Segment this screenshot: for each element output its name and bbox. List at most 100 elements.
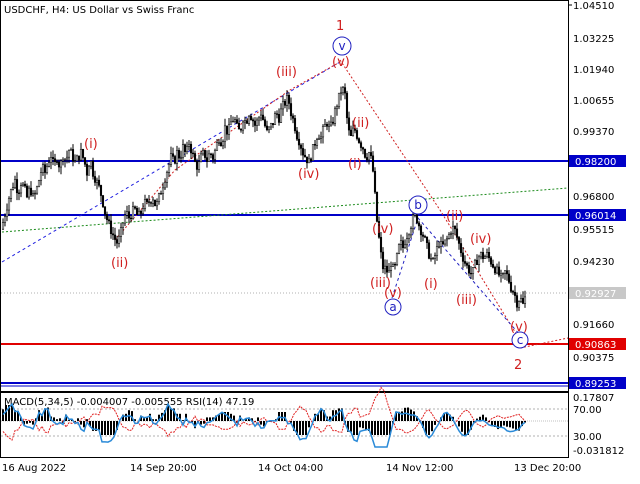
candle-body: [247, 115, 251, 124]
candle-body: [387, 270, 391, 273]
candle-body: [147, 201, 151, 203]
macd-bar: [158, 414, 160, 421]
candle-body: [251, 119, 255, 122]
candle-body: [47, 162, 51, 167]
candle-body: [45, 166, 49, 173]
candle-body: [229, 121, 233, 125]
candle-body: [79, 149, 83, 161]
candle-body: [171, 153, 175, 157]
candle-body: [151, 199, 155, 204]
candle-body: [335, 106, 339, 110]
candle-body: [319, 136, 323, 139]
macd-bar: [146, 417, 148, 421]
candle-body: [493, 267, 497, 274]
candle-body: [113, 234, 117, 240]
macd-bar: [521, 421, 523, 427]
candle-body: [469, 272, 473, 275]
price-badge-08925-label: 0.89253: [575, 379, 616, 390]
macd-bar: [263, 421, 265, 427]
candle-body: [279, 108, 283, 123]
candle-body: [163, 181, 167, 189]
candle-body: [513, 291, 517, 296]
candle-body: [339, 92, 343, 94]
candle-body: [289, 103, 293, 117]
candle-body: [237, 122, 241, 130]
candle-body: [419, 225, 423, 236]
candle-body: [231, 120, 235, 123]
price-tick-5: 0.96800: [573, 192, 614, 203]
projection-line-red: [519, 337, 569, 349]
candle-body: [173, 156, 177, 164]
candle-body: [309, 158, 313, 161]
macd-bar: [95, 421, 97, 431]
candle-body: [145, 199, 149, 202]
candle-body: [431, 257, 435, 260]
macd-bar: [59, 418, 61, 421]
price-tick-3: 1.00655: [573, 96, 614, 107]
candle-body: [403, 244, 407, 248]
macd-bar: [122, 414, 124, 421]
candle-body: [225, 125, 229, 135]
candle-body: [243, 120, 247, 123]
candle-body: [183, 144, 187, 152]
candle-body: [293, 118, 297, 132]
wave-label-iii: (iii): [276, 65, 297, 80]
candle-body: [67, 150, 71, 158]
price-badge-0982-label: 0.98200: [575, 157, 616, 168]
macd-bar: [296, 421, 298, 435]
wave-label-iii-b: (iii): [370, 276, 391, 291]
candle-body: [295, 130, 299, 140]
candle-body: [287, 94, 291, 104]
macd-bar: [110, 421, 112, 435]
candle-body: [323, 124, 327, 127]
candle-body: [65, 156, 69, 160]
candle-body: [435, 246, 439, 256]
candle-body: [517, 301, 521, 308]
candle-body: [373, 171, 377, 193]
candle-body: [313, 143, 317, 146]
candle-body: [165, 172, 169, 183]
macd-bar: [257, 417, 259, 421]
candle-body: [249, 115, 253, 121]
macd-bar: [428, 421, 430, 435]
candle-body: [59, 160, 63, 168]
sub-tick-2: 30.00: [573, 432, 602, 443]
macd-bar: [260, 421, 262, 425]
candle-body: [269, 123, 273, 128]
candle-body: [377, 221, 381, 238]
wave-label-iv: (iv): [298, 167, 319, 182]
macd-bar: [461, 421, 463, 432]
candle-body: [355, 130, 359, 139]
macd-bar: [167, 405, 169, 421]
candle-body: [75, 155, 79, 162]
candle-body: [119, 227, 123, 237]
price-axis: 1.04510 1.03225 1.01940 1.00655 0.99370 …: [568, 1, 614, 364]
macd-bar: [221, 412, 223, 421]
macd-bar: [68, 420, 70, 421]
candle-body: [255, 119, 259, 126]
candle-body: [37, 180, 41, 188]
candle-body: [449, 233, 453, 235]
macd-bar: [302, 421, 304, 435]
candle-body: [23, 183, 27, 187]
candle-body: [353, 127, 357, 131]
wave-label-i-b: (i): [348, 157, 362, 172]
candle-body: [479, 252, 483, 258]
candle-body: [369, 152, 373, 157]
candle-body: [471, 267, 475, 274]
macd-bar: [80, 421, 82, 425]
candle-body: [345, 92, 349, 119]
wave-label-iv-c: (iv): [470, 232, 491, 247]
candle-body: [63, 158, 67, 161]
macd-bar: [467, 421, 469, 435]
candle-body: [195, 161, 199, 170]
candle-body: [31, 193, 35, 196]
candle-body: [15, 179, 19, 194]
candle-body: [329, 121, 333, 126]
candle-body: [77, 155, 81, 161]
candle-body: [505, 270, 509, 275]
candle-body: [125, 211, 129, 216]
macd-bar: [371, 421, 373, 435]
price-tick-0: 1.04510: [573, 1, 614, 12]
